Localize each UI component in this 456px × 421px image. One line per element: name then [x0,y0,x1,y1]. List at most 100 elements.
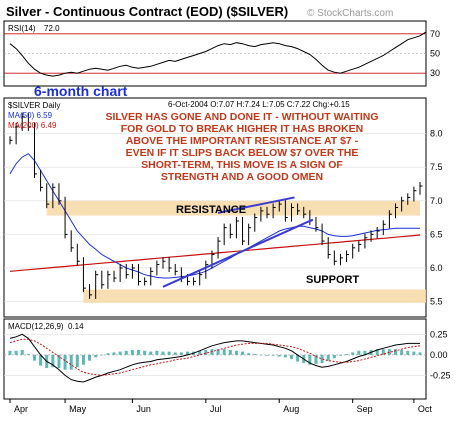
x-axis-labels: Apr May Jun Jul Aug Sep Oct [9,399,433,414]
price-tick-label: 8.0 [430,129,443,139]
price-tick-label: 7.0 [430,196,443,206]
macd-histogram-bar [100,354,104,356]
macd-histogram-bar [75,354,79,368]
trendlines [162,196,314,288]
x-axis-label: Jul [210,404,222,414]
x-axis-label: Apr [14,404,28,414]
rsi-tick-label: 50 [430,49,440,59]
macd-histogram-bar [14,350,18,355]
macd-grid [4,334,426,376]
macd-histogram-bar [308,354,312,365]
macd-tick-label: -0.25 [430,370,451,380]
macd-histogram-bar [332,354,336,359]
x-axis-label: Jun [136,404,151,414]
annotation-line-5: SHORT-TERM, THIS MOVE IS A SIGN OF [141,159,343,171]
macd-histogram-bar [265,354,269,356]
macd-histogram-bar [326,354,330,361]
macd-signal-line [9,338,421,376]
macd-histogram-bar [241,351,245,355]
macd-histogram-bar [247,353,251,355]
macd-value: 0.14 [68,322,84,331]
macd-histogram-bar [400,349,404,355]
macd-histogram-bar [137,349,141,355]
ma50-line [9,153,420,279]
macd-histogram-bar [338,354,342,356]
price-tick-label: 5.5 [430,297,443,307]
macd-histogram-bar [320,354,324,364]
ma200-legend: MA(200) 6.49 [8,121,57,130]
macd-histogram-bar [32,354,36,361]
chart-title: Silver - Continuous Contract (EOD) ($SIL… [6,4,288,19]
resistance-zone [46,200,420,216]
macd-histogram-bar [63,354,67,370]
x-axis-label: Sep [357,404,373,414]
macd-label: MACD(12,26,9) [8,322,64,331]
macd-histogram-bar [167,351,171,355]
macd-tick-label: 0.00 [430,350,448,360]
macd-histogram-bar [173,352,177,355]
macd-ticks: 0.25 0.00 -0.25 [430,329,451,380]
six-month-label: 6-month chart [34,83,128,99]
macd-histogram-bar [143,350,147,355]
watermark: © StockCharts.com [307,8,393,19]
price-tick-label: 6.0 [430,263,443,273]
macd-histogram-bar [57,354,61,369]
macd-histogram-bar [375,349,379,355]
macd-histogram-bar [363,350,367,355]
macd-histogram-bar [155,350,159,355]
macd-histogram-bar [387,349,391,355]
macd-histogram-bar [406,350,410,355]
macd-histogram-bar [296,354,300,362]
macd-histogram-bar [118,351,122,355]
macd-histogram-bar [88,354,92,361]
macd-histogram-bar [394,349,398,355]
macd-histogram-bar [161,351,165,355]
macd-histogram-bar [179,352,183,355]
macd-line [9,333,420,383]
macd-histogram-bar [112,352,116,355]
macd-histogram-bar [124,350,128,355]
macd-tick-label: 0.25 [430,329,448,339]
support-label: SUPPORT [306,274,359,286]
macd-histogram-bar [8,350,12,355]
macd-histogram-bar [357,350,361,355]
macd-histogram-bar [351,352,355,355]
rsi-line [9,31,427,77]
macd-histogram-bar [216,349,220,355]
macd-histogram-bar [418,352,422,355]
annotation-line-4: EVEN IF IT SLIPS BACK BELOW $7 OVER THE [126,147,359,159]
macd-histogram-bar [204,349,208,355]
macd-histogram-bar [314,354,318,364]
annotation-line-6: STRENGTH AND A GOOD OMEN [161,171,323,183]
rsi-value: 72.0 [44,24,60,33]
macd-histogram-bar [345,354,349,355]
macd-histogram-bar [412,351,416,355]
x-axis-label: Oct [418,404,433,414]
rsi-tick-label: 70 [430,29,440,39]
annotation-line-2: FOR GOLD TO BREAK HIGHER IT HAS BROKEN [121,123,363,135]
price-bars [9,112,423,299]
rsi-ticks: 70 50 30 [430,29,440,78]
macd-histogram-bar [222,349,226,355]
resistance-label: RESISTANCE [176,204,246,216]
macd-histogram-bar [289,354,293,359]
macd-histogram-bar [20,349,24,355]
macd-histogram-bar [234,350,238,355]
macd-histogram-bar [228,349,232,355]
annotation-line-3: ABOVE THE IMPORTANT RESISTANCE AT $7 - [126,135,359,147]
ma200-line [9,234,421,272]
macd-histogram-bar [26,354,30,355]
annotation-line-1: SILVER HAS GONE AND DONE IT - WITHOUT WA… [106,111,379,123]
macd-histogram-bar [81,354,85,365]
price-header-right: 6-Oct-2004 O:7.07 H:7.24 L:7.05 C:7.22 C… [168,100,350,109]
rsi-tick-label: 30 [430,68,440,78]
rsi-panel [3,20,427,87]
price-ticks: 8.0 7.5 7.0 6.5 6.0 5.5 [430,129,443,307]
macd-panel [3,318,427,400]
macd-histogram-bar [185,351,189,355]
x-axis-label: Aug [283,404,299,414]
macd-histogram-bar [69,354,73,370]
macd-histogram-bar [94,354,98,358]
